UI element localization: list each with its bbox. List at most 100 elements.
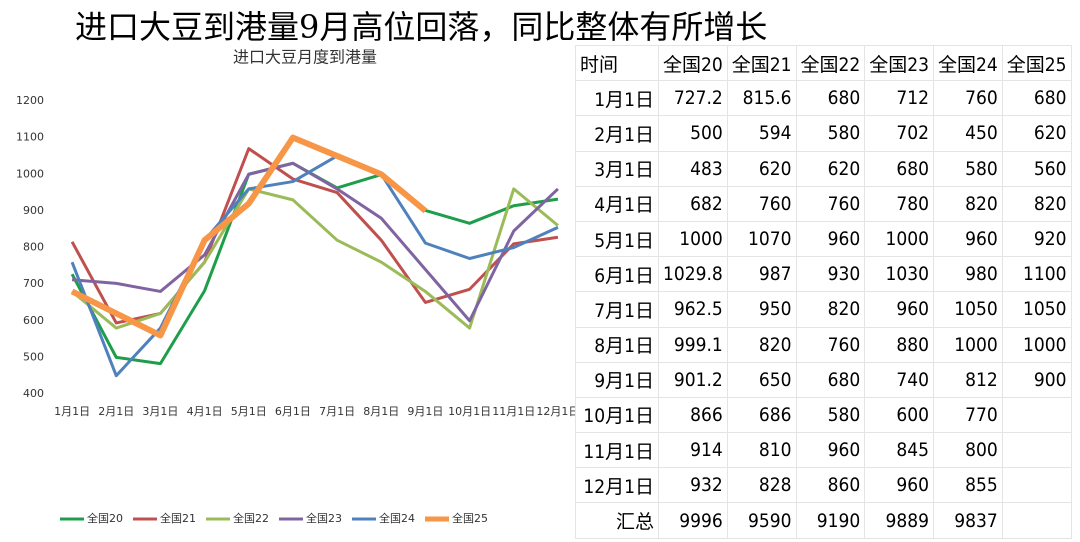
chart: 进口大豆月度到港量 400 500 600 700 800 900 1000 1100 1200… [16,48,575,526]
table-row: 2月1日 500 594 580 702 450 620 [575,115,1072,152]
table-cell: 全国24 [933,44,1003,82]
table-cell: 560 [1001,150,1072,187]
table-cell: 9月1日 [575,361,659,398]
legend-label: 全国24 [379,511,415,525]
y-tick-label: 1100 [16,131,44,144]
table-cell: 760 [726,185,797,222]
table-cell: 930 [795,256,866,293]
table-cell: 686 [726,396,797,434]
table-cell [1001,467,1072,504]
x-tick-label: 4月1日 [187,405,223,418]
table-cell: 9190 [795,502,866,539]
x-tick-label: 8月1日 [363,405,399,418]
table-cell: 962.5 [658,291,728,328]
table-cell: 1070 [726,220,797,258]
table-cell: 600 [864,396,935,434]
table-cell: 820 [795,291,866,328]
table-cell: 1000 [933,326,1003,363]
table-row: 5月1日 1000 1070 960 1000 960 920 [575,220,1072,258]
table-cell: 740 [864,361,935,398]
table-cell: 650 [726,361,797,398]
series-line [70,154,559,378]
table-cell: 2月1日 [575,115,659,152]
x-tick-label: 2月1日 [98,405,134,418]
table-cell: 866 [658,396,728,434]
table-cell [1001,502,1072,539]
table-cell: 1029.8 [658,256,728,293]
legend-label: 全国25 [452,511,488,525]
table-row: 汇总 9996 9590 9190 9889 9837 [575,502,1072,539]
table-cell: 960 [933,220,1003,258]
table-cell: 770 [933,396,1003,434]
table-cell: 7月1日 [575,291,659,328]
table-cell: 860 [795,467,866,504]
series-line [70,161,559,366]
table-cell: 1050 [1001,291,1072,328]
table-cell: 987 [726,256,797,293]
y-tick-label: 900 [23,204,44,217]
table-cell: 828 [726,467,797,504]
legend-label: 全国21 [160,511,196,525]
table-cell: 620 [1001,115,1072,152]
legend-label: 全国22 [233,511,269,525]
table-cell: 680 [795,361,866,398]
table-cell: 950 [726,291,797,328]
table-cell: 1月1日 [575,80,659,117]
table-row: 10月1日 866 686 580 600 770 [575,396,1072,434]
table-cell: 999.1 [658,326,728,363]
table-cell: 780 [864,185,935,222]
table-cell: 800 [933,432,1003,469]
table-cell: 815.6 [726,80,797,117]
table-cell: 820 [726,326,797,363]
chart-title: 进口大豆月度到港量 [233,48,377,67]
table-cell: 1000 [658,220,728,258]
series-line [70,134,428,339]
table-cell: 680 [864,150,935,187]
table-cell: 1000 [864,220,935,258]
table-row: 8月1日 999.1 820 760 880 1000 1000 [575,326,1072,363]
y-tick-label: 400 [23,387,44,400]
table-row: 1月1日 727.2 815.6 680 712 760 680 [575,80,1072,117]
table-cell: 580 [795,396,866,434]
slide-title: 进口大豆到港量9月高位回落，同比整体有所增长 [75,8,768,46]
table-cell: 920 [1001,220,1072,258]
y-tick-label: 500 [23,350,44,363]
table-cell: 6月1日 [575,256,659,293]
table-cell: 845 [864,432,935,469]
table-cell: 1100 [1001,256,1072,293]
table-cell: 810 [726,432,797,469]
table-cell: 760 [933,80,1003,117]
y-tick-label: 800 [23,241,44,254]
table-cell [1001,432,1072,469]
table-cell: 820 [933,185,1003,222]
x-tick-label: 12月1日 [536,405,575,418]
y-tick-label: 1000 [16,167,44,180]
table-cell: 5月1日 [575,220,659,258]
table-cell: 全国21 [726,44,797,82]
table-cell: 760 [795,326,866,363]
table-cell: 580 [795,115,866,152]
legend-label: 全国20 [87,511,123,525]
table-cell: 4月1日 [575,185,659,222]
table-cell: 汇总 [575,502,659,539]
x-tick-label: 7月1日 [319,405,355,418]
table-cell: 900 [1001,361,1072,398]
table-cell: 620 [726,150,797,187]
table-row: 9月1日 901.2 650 680 740 812 900 [575,361,1072,398]
x-tick-label: 9月1日 [407,405,443,418]
table-cell: 3月1日 [575,150,659,187]
table-cell: 620 [795,150,866,187]
table-cell: 全国25 [1001,44,1072,82]
table-cell: 901.2 [658,361,728,398]
table-cell: 932 [658,467,728,504]
table-row: 7月1日 962.5 950 820 960 1050 1050 [575,291,1072,328]
table-cell [1001,396,1072,434]
table-cell: 全国23 [864,44,935,82]
table-cell: 812 [933,361,1003,398]
table-cell: 702 [864,115,935,152]
y-tick-label: 600 [23,314,44,327]
table-row: 12月1日 932 828 860 960 855 [575,467,1072,504]
table-cell: 11月1日 [575,432,659,469]
x-tick-label: 3月1日 [142,405,178,418]
